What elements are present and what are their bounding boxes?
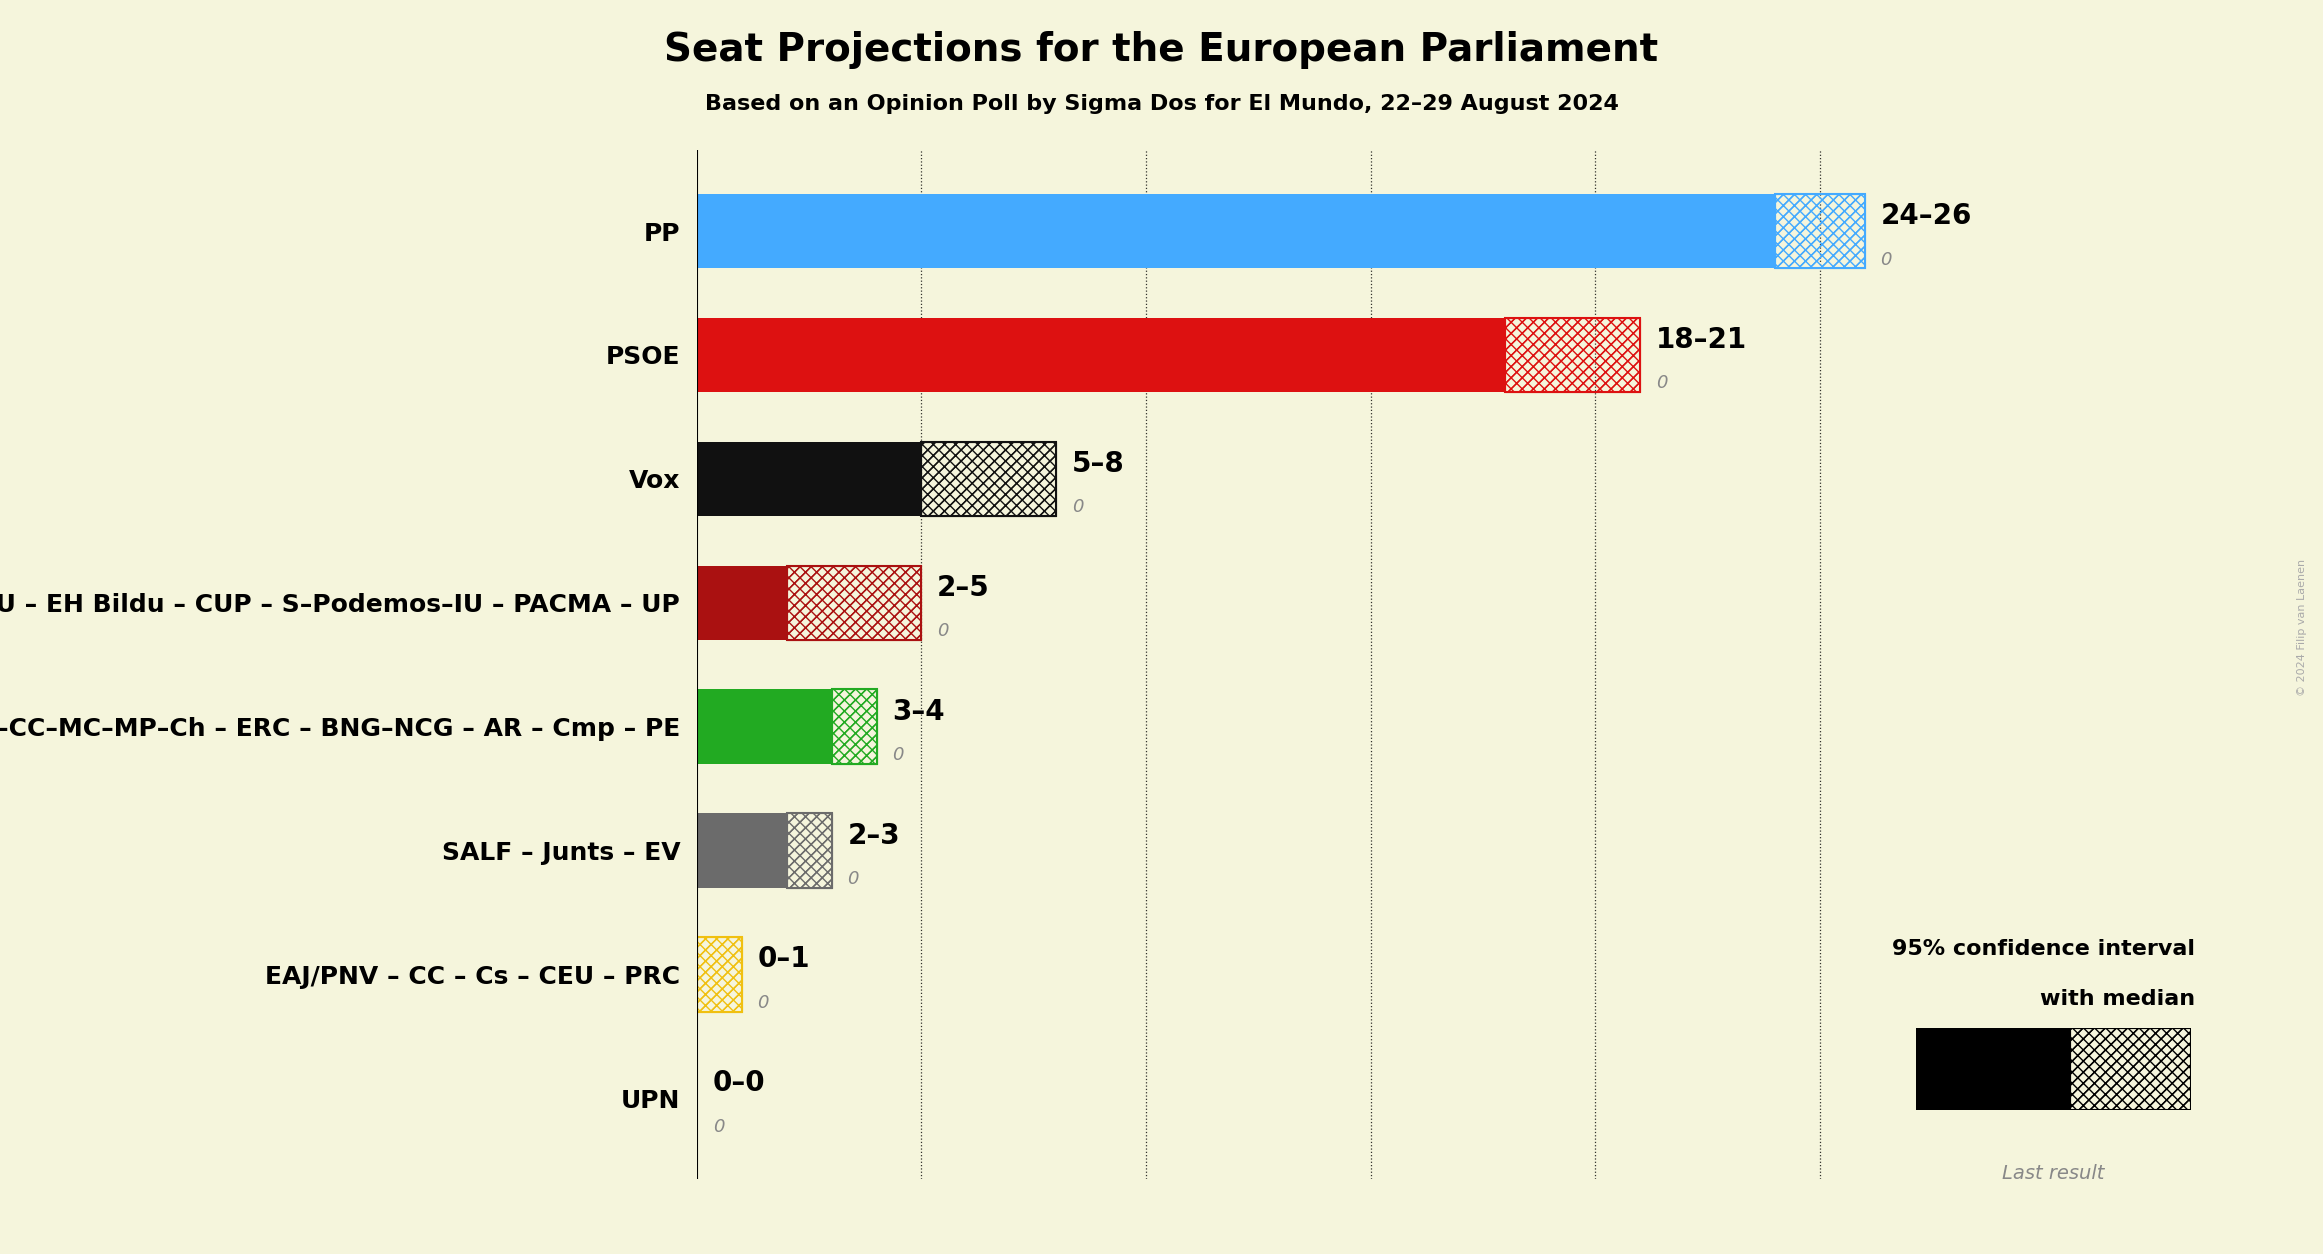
Bar xyxy=(697,690,832,764)
Text: 0–0: 0–0 xyxy=(713,1070,764,1097)
Text: © 2024 Filip van Laenen: © 2024 Filip van Laenen xyxy=(2297,558,2307,696)
Bar xyxy=(2070,1028,2191,1110)
Bar xyxy=(787,566,922,640)
Text: 0: 0 xyxy=(1879,251,1891,268)
Text: 18–21: 18–21 xyxy=(1656,326,1747,354)
Bar xyxy=(922,441,1057,515)
Bar xyxy=(697,937,741,1012)
Text: Based on an Opinion Poll by Sigma Dos for El Mundo, 22–29 August 2024: Based on an Opinion Poll by Sigma Dos fo… xyxy=(704,94,1619,114)
Text: 5–8: 5–8 xyxy=(1071,450,1124,478)
Bar xyxy=(1505,317,1640,393)
Text: 2–5: 2–5 xyxy=(936,574,990,602)
Text: 0: 0 xyxy=(1071,498,1083,517)
Bar xyxy=(787,814,832,888)
Bar xyxy=(787,814,832,888)
Bar xyxy=(1505,317,1640,393)
Bar xyxy=(1775,194,1865,268)
Bar xyxy=(832,690,876,764)
Bar xyxy=(787,566,922,640)
Text: 0: 0 xyxy=(757,994,769,1012)
Text: 3–4: 3–4 xyxy=(892,697,945,726)
Bar xyxy=(1775,194,1865,268)
Bar xyxy=(697,814,787,888)
Text: Seat Projections for the European Parliament: Seat Projections for the European Parlia… xyxy=(664,31,1659,69)
Bar xyxy=(697,937,741,1012)
Bar xyxy=(2070,1028,2191,1110)
Bar xyxy=(1916,1028,2070,1110)
Bar xyxy=(697,441,922,515)
Bar xyxy=(922,441,1057,515)
Text: 0: 0 xyxy=(713,1117,725,1136)
Text: Last result: Last result xyxy=(2002,1164,2105,1183)
Text: 0: 0 xyxy=(936,622,948,641)
Bar xyxy=(697,566,787,640)
Text: 0–1: 0–1 xyxy=(757,946,811,973)
Text: with median: with median xyxy=(2040,989,2195,1009)
Text: 0: 0 xyxy=(848,870,860,888)
Text: 24–26: 24–26 xyxy=(1879,202,1972,231)
Text: 2–3: 2–3 xyxy=(848,821,899,850)
Text: 95% confidence interval: 95% confidence interval xyxy=(1893,939,2195,959)
Text: 0: 0 xyxy=(892,746,904,764)
Bar xyxy=(697,194,1775,268)
Text: 0: 0 xyxy=(1656,375,1668,393)
Bar xyxy=(832,690,876,764)
Bar xyxy=(697,317,1505,393)
